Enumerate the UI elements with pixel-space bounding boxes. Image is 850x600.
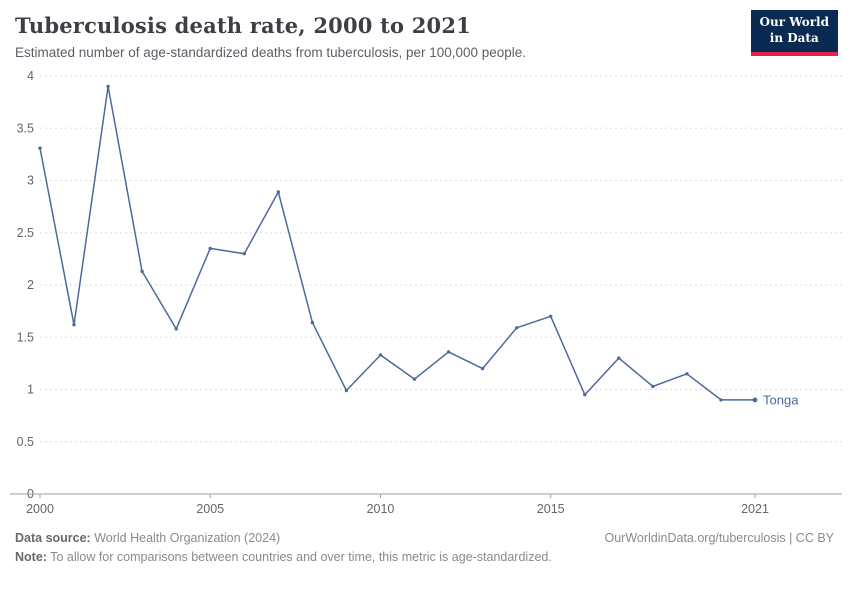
chart-figure: 0 0.5 1 1.5 2 2.5 3 3.5 4 2000 2005 2010 2015 2021 Ton…	[0, 62, 850, 522]
note-line: Note: To allow for comparisons between c…	[15, 550, 834, 564]
data-point[interactable]	[140, 269, 144, 274]
data-point[interactable]	[583, 393, 587, 397]
data-point[interactable]	[344, 388, 349, 393]
data-point[interactable]	[685, 372, 689, 376]
data-point[interactable]	[651, 384, 655, 389]
x-tick-label: 2010	[367, 502, 395, 516]
data-source-label: Data source:	[15, 531, 91, 545]
data-point[interactable]	[378, 353, 383, 357]
data-point[interactable]	[412, 377, 417, 381]
y-tick-label: 4	[27, 69, 34, 83]
data-point[interactable]	[515, 326, 519, 330]
y-tick-label: 1.5	[17, 330, 34, 344]
data-point[interactable]	[617, 356, 621, 360]
data-point[interactable]	[276, 190, 280, 194]
chart-subtitle: Estimated number of age-standardized dea…	[15, 45, 527, 60]
note-label: Note:	[15, 550, 47, 564]
data-point[interactable]	[38, 146, 42, 150]
x-tick-label: 2015	[537, 502, 565, 516]
data-line[interactable]	[39, 85, 755, 401]
owid-logo-line2: in Data	[769, 30, 819, 45]
data-point[interactable]	[446, 350, 451, 354]
y-tick-label: 0.5	[17, 435, 34, 449]
note-text: To allow for comparisons between countri…	[46, 550, 552, 564]
chart-title: Tuberculosis death rate, 2000 to 2021	[15, 13, 471, 38]
chart-footer: Data source: World Health Organization (…	[0, 522, 850, 564]
data-point[interactable]	[480, 366, 485, 371]
data-point[interactable]	[310, 320, 315, 325]
y-tick-label: 2.5	[17, 226, 34, 240]
x-tick-label: 2000	[26, 502, 54, 516]
data-point[interactable]	[72, 323, 76, 327]
x-tick-label: 2021	[741, 502, 769, 516]
owid-link[interactable]: OurWorldinData.org/tuberculosis | CC BY	[604, 531, 835, 545]
data-point[interactable]	[242, 252, 246, 256]
data-point[interactable]	[174, 327, 178, 331]
series-end-label[interactable]: Tonga	[763, 392, 799, 407]
owid-logo-line1: Our World	[759, 15, 829, 29]
y-tick-label: 2	[27, 278, 34, 292]
y-tick-label: 3	[27, 174, 34, 188]
owid-logo[interactable]: Our World in Data	[750, 10, 838, 57]
y-tick-label: 1	[27, 383, 34, 397]
chart-header: Tuberculosis death rate, 2000 to 2021 Es…	[0, 0, 850, 60]
data-point[interactable]	[208, 246, 212, 251]
y-tick-label: 3.5	[17, 121, 34, 135]
data-source-text: World Health Organization (2024)	[90, 531, 281, 545]
data-point[interactable]	[106, 84, 110, 89]
x-tick-label: 2005	[196, 502, 224, 516]
data-point[interactable]	[719, 398, 723, 402]
data-point[interactable]	[752, 397, 758, 403]
data-point[interactable]	[549, 314, 553, 318]
data-source-line: Data source: World Health Organization (…	[15, 531, 280, 545]
